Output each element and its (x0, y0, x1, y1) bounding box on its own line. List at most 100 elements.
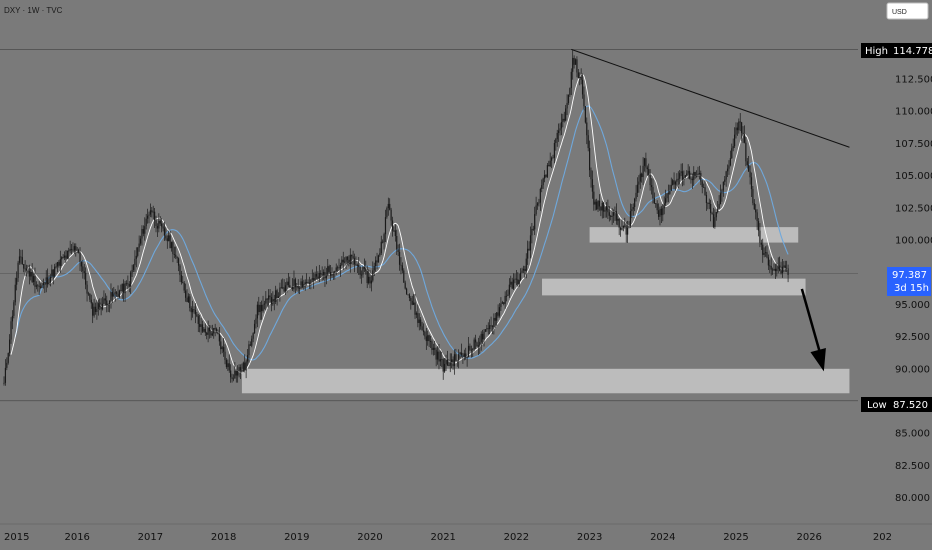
candle-body (725, 171, 727, 180)
candle-body (99, 302, 101, 308)
candle-body (665, 198, 667, 204)
candle-body (777, 265, 779, 269)
candle-body (339, 264, 342, 269)
candle-body (515, 278, 517, 280)
candle-body (289, 285, 291, 288)
candle-body (75, 246, 77, 251)
candle-body (52, 269, 54, 277)
candle-body (123, 283, 125, 294)
candle-body (277, 296, 280, 299)
candle-body (735, 127, 737, 135)
candle-body (491, 326, 494, 328)
price-axis-area[interactable] (858, 0, 932, 524)
candle-body (460, 352, 463, 356)
candle-body (300, 281, 302, 288)
candle-body (355, 264, 357, 266)
candle-body (486, 328, 488, 330)
currency-badge[interactable]: USD (886, 2, 929, 20)
candle-body (476, 342, 478, 347)
candle-body (124, 283, 126, 294)
candle-body (573, 57, 575, 65)
candle-body (359, 266, 361, 275)
candle-body (200, 324, 202, 327)
candle-body (427, 335, 429, 342)
candle-body (670, 184, 672, 191)
currency-badge-box[interactable] (886, 2, 929, 20)
candle-body (66, 250, 68, 259)
candle-body (618, 218, 620, 228)
currency-label: USD (892, 9, 907, 16)
candle-body (465, 353, 467, 358)
candle-body (558, 130, 560, 133)
candle-body (646, 167, 648, 170)
candle-body (258, 304, 260, 313)
candle-body (741, 122, 743, 133)
candle-body (473, 339, 475, 349)
candle-body (190, 308, 192, 313)
candle-body (196, 314, 198, 317)
candle-body (224, 351, 226, 360)
time-tick-label: 2015 (4, 532, 29, 543)
candle-body (34, 276, 36, 287)
candle-body (572, 57, 574, 72)
candle-body (301, 281, 304, 288)
candle-body (58, 262, 60, 266)
candle-body (311, 278, 313, 280)
candle-body (514, 278, 516, 280)
candle-body (400, 264, 402, 266)
price-tick-label: 85.000 (895, 429, 930, 440)
candle-body (322, 271, 325, 275)
candle-body (639, 173, 641, 182)
candle-body (700, 173, 702, 182)
time-tick-label: 2017 (138, 532, 163, 543)
candle-body (667, 193, 670, 195)
candle-body (580, 76, 582, 80)
candle-body (745, 142, 747, 162)
candle-body (363, 267, 365, 269)
candle-body (480, 333, 482, 342)
candle-body (148, 214, 150, 216)
candle-body (622, 225, 624, 228)
candle-body (346, 257, 349, 260)
candle-body (548, 165, 550, 167)
candle-body (230, 370, 232, 378)
candle-body (574, 59, 577, 65)
candle-body (604, 210, 606, 212)
candle-body (179, 265, 181, 276)
candle-body (37, 285, 39, 287)
candle-body (137, 247, 139, 256)
candle-body (597, 200, 599, 210)
candle-body (294, 279, 296, 288)
candle-body (349, 254, 351, 265)
candle-body (80, 262, 83, 267)
candle-body (610, 215, 612, 217)
candle-body (577, 72, 579, 78)
time-axis-ticks: 2015 2016 2017 2018 2019 2020 2021 2022 2023 2024… (4, 532, 892, 543)
candle-body (387, 203, 389, 209)
candle-body (156, 225, 159, 229)
low-flag: Low 87.520 (861, 397, 932, 412)
candle-body (779, 265, 781, 271)
candle-body (529, 235, 532, 251)
candle-body (484, 329, 487, 332)
candle-body (201, 324, 204, 332)
candle-body (175, 254, 177, 257)
candle-body (162, 226, 164, 229)
candle-body (397, 249, 399, 252)
candle-body (429, 341, 432, 342)
candle-body (394, 230, 396, 237)
candle-body (256, 304, 258, 319)
candle-body (253, 323, 256, 334)
candle-body (138, 243, 140, 248)
candle-body (141, 228, 143, 239)
candle-body (607, 206, 609, 213)
candle-body (214, 327, 216, 329)
candlestick-series (3, 50, 789, 386)
candle-body (255, 318, 257, 324)
candle-body (358, 265, 360, 267)
candle-body (110, 291, 112, 301)
candle-body (766, 252, 768, 258)
candle-body (459, 352, 461, 355)
candle-body (63, 255, 66, 258)
